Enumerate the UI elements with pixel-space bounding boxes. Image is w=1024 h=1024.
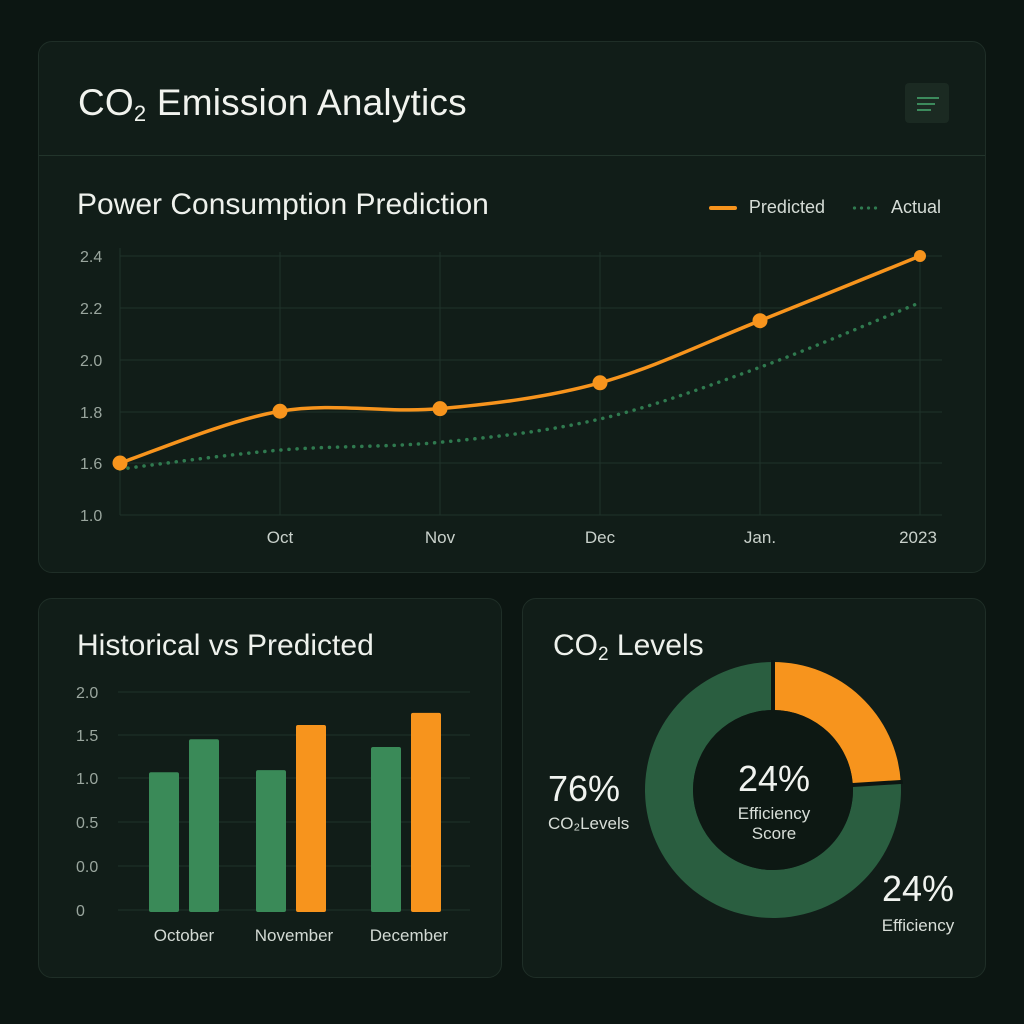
efficiency-percent: 24% xyxy=(881,868,955,909)
menu-button[interactable] xyxy=(905,83,949,123)
donut-center-label: 24% Efficiency Score xyxy=(712,758,836,844)
legend-label-predicted: Predicted xyxy=(748,197,825,217)
legend-label-actual: Actual xyxy=(890,197,941,217)
line-chart-legend: Predicted Actual xyxy=(683,197,941,218)
donut-left-label: 76% CO₂Levels xyxy=(548,768,638,834)
menu-icon xyxy=(917,97,939,99)
efficiency-score-percent: 24% xyxy=(737,758,811,799)
efficiency-caption: Efficiency xyxy=(881,916,955,935)
legend-item-actual: Actual xyxy=(850,197,941,218)
bar-chart-card: Historical vs Predicted xyxy=(38,598,502,978)
legend-swatch-actual xyxy=(850,205,879,210)
menu-icon-line xyxy=(917,109,931,111)
menu-icon-line xyxy=(917,103,935,105)
efficiency-score-caption-2: Score xyxy=(751,824,797,843)
donut-chart-title: CO2 Levels xyxy=(553,629,704,665)
bar-chart-title: Historical vs Predicted xyxy=(77,629,374,662)
efficiency-score-caption-1: Efficiency xyxy=(737,804,811,823)
legend-item-predicted: Predicted xyxy=(708,197,825,218)
co2-levels-percent: 76% xyxy=(548,768,621,809)
legend-swatch-predicted xyxy=(708,205,737,210)
co2-levels-caption: CO₂Levels xyxy=(548,814,630,833)
line-chart-card: CO2 Emission Analytics Power Consumption… xyxy=(38,41,986,573)
donut-right-label: 24% Efficiency xyxy=(870,868,966,936)
page-title: CO2 Emission Analytics xyxy=(78,82,467,126)
line-chart-title: Power Consumption Prediction xyxy=(77,188,489,221)
header-divider xyxy=(39,155,985,156)
